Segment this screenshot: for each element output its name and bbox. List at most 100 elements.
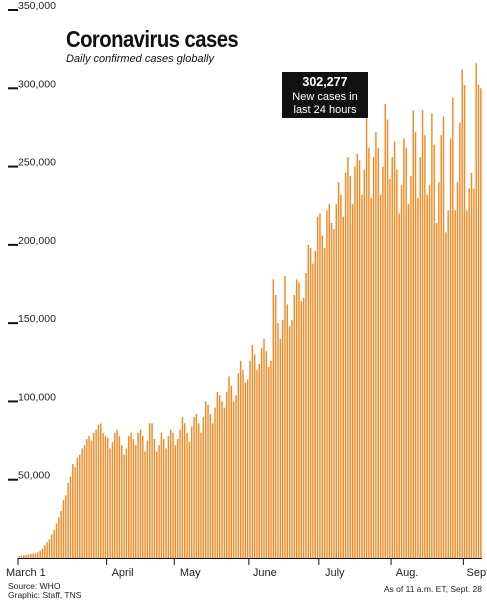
bar [223, 407, 226, 558]
bar [270, 360, 272, 558]
bar [190, 426, 193, 558]
bar [314, 251, 317, 558]
bar [253, 354, 256, 558]
bar [361, 194, 363, 558]
bar [228, 376, 230, 558]
bar [197, 423, 200, 558]
bar [267, 366, 270, 558]
bar [81, 448, 83, 558]
bar [365, 116, 368, 558]
bar [100, 423, 102, 558]
callout-text-line2: last 24 hours [294, 104, 357, 116]
bar [265, 351, 268, 558]
bar [291, 320, 293, 558]
bar [46, 542, 48, 558]
bar [263, 338, 265, 558]
bar [410, 175, 412, 558]
bar [225, 392, 228, 558]
bar [111, 442, 114, 558]
bar [183, 423, 186, 558]
bar [158, 445, 160, 558]
bar [151, 423, 153, 558]
bar [377, 147, 379, 558]
bar [216, 392, 219, 558]
bar [97, 424, 100, 558]
bar [116, 429, 118, 558]
bar [260, 348, 263, 558]
bar [307, 244, 310, 559]
bar [424, 135, 426, 558]
bar [272, 279, 275, 558]
bar [300, 301, 303, 558]
bar [65, 495, 67, 558]
bar [149, 423, 151, 558]
bar [279, 338, 282, 558]
bar [93, 432, 95, 558]
bar [142, 435, 144, 558]
bars [18, 63, 482, 559]
bar [69, 476, 72, 558]
bar [88, 435, 90, 558]
bar [321, 235, 324, 558]
bar [230, 385, 233, 558]
bar [347, 157, 349, 558]
bar [470, 172, 473, 558]
bar [144, 451, 146, 558]
bar [74, 467, 76, 558]
bar [431, 113, 433, 558]
bar [104, 435, 107, 558]
bar [412, 110, 414, 559]
bar [356, 154, 358, 559]
bar [211, 423, 214, 558]
bar [174, 445, 177, 558]
bar [146, 440, 149, 558]
bar [438, 182, 440, 559]
y-tick-label: 300,000 [18, 78, 56, 90]
bar [398, 213, 400, 559]
bar [246, 379, 249, 558]
bar [256, 370, 258, 558]
bar [473, 188, 475, 559]
x-tick-label: July [325, 567, 345, 579]
bar [207, 404, 209, 558]
x-tick-label: April [112, 567, 134, 579]
bar [442, 116, 445, 558]
bar [358, 160, 361, 558]
bar [403, 138, 405, 558]
bar [37, 552, 39, 558]
bar [466, 210, 468, 558]
bar [298, 282, 300, 558]
bar [340, 194, 342, 558]
bar [139, 429, 142, 558]
bar [286, 304, 289, 558]
bar [435, 222, 438, 558]
bar [128, 435, 130, 558]
x-tick-label: June [253, 567, 277, 579]
bar [274, 294, 277, 558]
y-tick-label: 50,000 [18, 470, 50, 482]
bar [156, 451, 158, 558]
bar [463, 85, 466, 559]
bar [118, 435, 121, 558]
bar [249, 360, 251, 558]
bar [316, 216, 319, 559]
callout-text-line1: New cases in [292, 91, 357, 103]
bar [34, 553, 37, 558]
bar [400, 185, 403, 559]
bar [407, 204, 410, 558]
bar [396, 169, 398, 558]
bar [76, 457, 79, 558]
bar [447, 210, 449, 558]
bar [244, 382, 247, 558]
x-axis: March 1 April May June July Aug. Sept. [6, 558, 487, 579]
bar [386, 119, 389, 558]
bar [200, 432, 202, 558]
bar [48, 539, 51, 558]
bar [319, 213, 321, 559]
bar [188, 442, 191, 558]
y-axis: 50,000 100,000 150,000 200,000 250,000 300,00… [8, 0, 56, 482]
bar [277, 323, 279, 558]
bar [181, 417, 184, 558]
bar [86, 439, 88, 558]
